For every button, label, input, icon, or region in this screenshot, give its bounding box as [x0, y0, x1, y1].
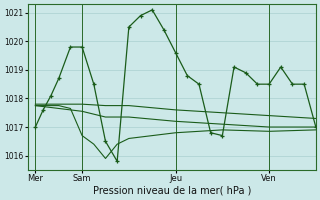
X-axis label: Pression niveau de la mer( hPa ): Pression niveau de la mer( hPa )	[92, 186, 251, 196]
